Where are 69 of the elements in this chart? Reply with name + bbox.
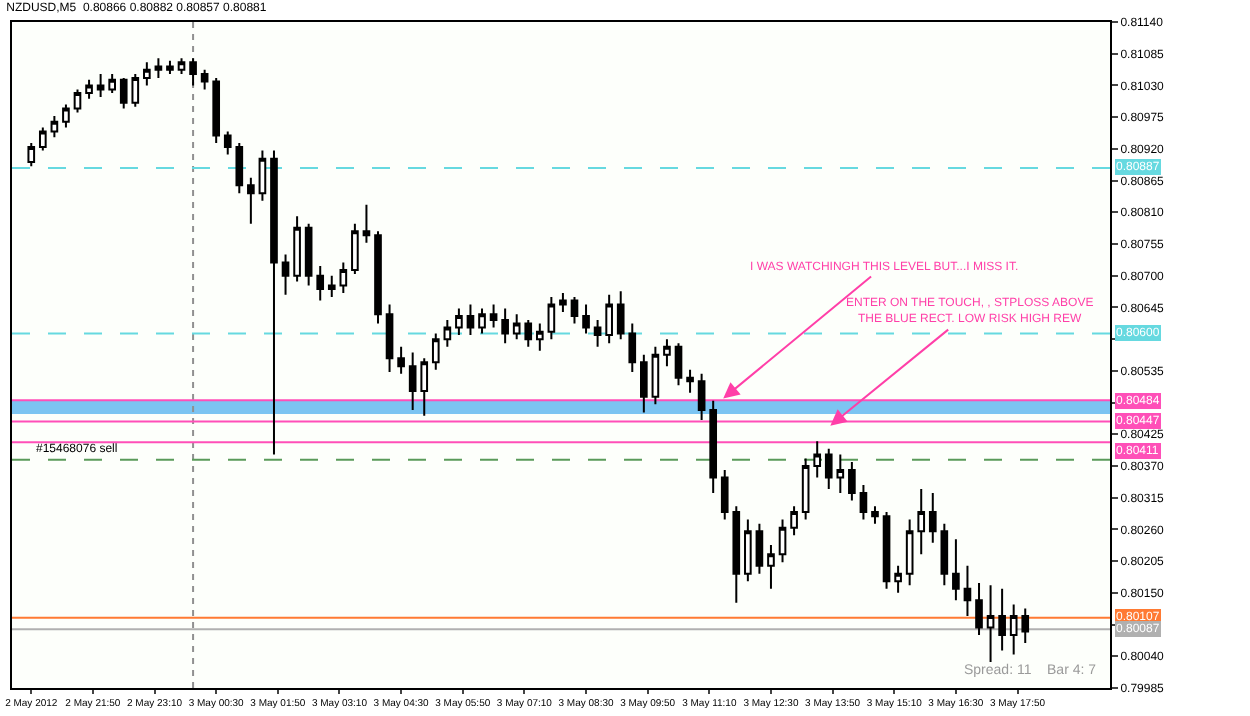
candlestick xyxy=(801,457,810,521)
candlestick xyxy=(143,61,151,87)
candlestick xyxy=(755,522,764,575)
candlestick xyxy=(963,564,972,617)
candlestick xyxy=(466,303,475,337)
candlestick xyxy=(790,505,798,537)
candlestick xyxy=(894,564,902,594)
candlestick xyxy=(247,176,255,225)
candlestick xyxy=(489,303,498,329)
candlestick xyxy=(189,57,197,87)
candlestick xyxy=(605,293,613,345)
candlestick xyxy=(258,149,267,202)
candlestick xyxy=(640,353,648,414)
candlestick xyxy=(166,59,174,75)
candlestick xyxy=(351,222,359,275)
candlestick xyxy=(547,296,556,341)
candlestick xyxy=(96,72,105,98)
candlestick xyxy=(374,230,382,325)
candlestick xyxy=(882,511,891,590)
candlestick xyxy=(940,522,949,587)
candlestick xyxy=(397,345,405,375)
candlestick xyxy=(177,57,186,75)
candlestick xyxy=(501,307,509,345)
candlestick xyxy=(593,319,602,348)
candlestick xyxy=(478,307,486,335)
candlestick xyxy=(778,518,787,564)
candlestick xyxy=(200,68,209,91)
candlestick xyxy=(709,399,718,495)
candlestick xyxy=(212,76,221,145)
candlestick xyxy=(339,261,348,295)
candlestick xyxy=(327,274,336,299)
candlestick xyxy=(431,332,440,371)
candlestick xyxy=(270,149,278,456)
candlestick xyxy=(385,303,394,374)
candlestick xyxy=(813,440,822,479)
candlestick xyxy=(663,338,671,368)
candlestick xyxy=(443,319,452,348)
candlestick xyxy=(281,253,290,296)
candlestick xyxy=(859,484,868,521)
candlestick xyxy=(62,103,70,129)
candlestick xyxy=(38,126,47,152)
candlestick xyxy=(998,587,1006,652)
candlestick xyxy=(952,538,960,602)
candlestick xyxy=(928,492,937,544)
candlestick xyxy=(570,296,579,325)
candlestick xyxy=(767,544,775,590)
candlestick xyxy=(27,142,36,168)
candlestick xyxy=(50,114,59,139)
candlestick xyxy=(686,368,694,394)
candlestick xyxy=(73,88,82,114)
candlestick xyxy=(559,292,567,314)
candlestick xyxy=(316,264,325,302)
candlestick xyxy=(455,307,463,337)
candlestick xyxy=(293,215,301,283)
candlestick xyxy=(85,78,93,100)
candlestick xyxy=(304,222,313,287)
candlestick xyxy=(154,57,163,79)
candlestick xyxy=(848,460,856,502)
candlestick xyxy=(651,345,660,406)
candlestick xyxy=(871,505,879,525)
candlestick xyxy=(697,372,706,421)
candlestick xyxy=(108,72,116,94)
candlestick xyxy=(975,582,983,636)
candlestick xyxy=(535,322,544,352)
candlestick xyxy=(744,518,752,583)
candlestick xyxy=(362,203,371,244)
candlestick xyxy=(986,584,995,664)
candlestick xyxy=(674,342,683,387)
candlestick xyxy=(582,303,590,335)
